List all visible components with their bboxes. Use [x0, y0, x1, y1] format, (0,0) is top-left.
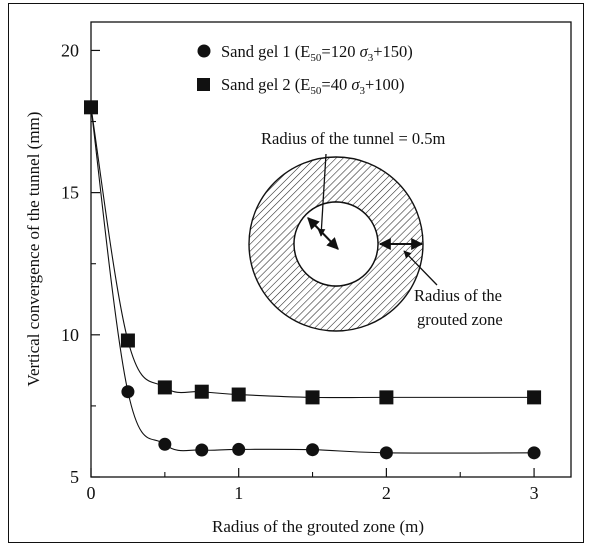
data-point-sand-gel-1 [306, 443, 320, 457]
y-axis: 5 10 15 20 [61, 40, 100, 487]
annotation-tunnel-radius: Radius of the tunnel = 0.5m [261, 129, 446, 148]
annotation-grouted-leader [403, 250, 438, 286]
y-tick-label: 5 [70, 467, 79, 487]
data-point-sand-gel-2 [84, 100, 98, 115]
data-point-sand-gel-1 [121, 385, 135, 399]
data-point-sand-gel-2 [379, 390, 394, 405]
data-point-sand-gel-2 [157, 380, 172, 395]
x-tick-label: 3 [530, 483, 539, 503]
x-tick-label: 1 [234, 483, 243, 503]
legend-marker-sand-gel-2 [197, 78, 210, 91]
x-axis: 0 1 2 3 [87, 468, 539, 503]
data-point-sand-gel-2 [231, 387, 246, 402]
figure-frame: 0 1 2 3 5 10 15 20 Radius of the grouted zone … [8, 3, 584, 543]
data-point-sand-gel-1 [232, 442, 246, 456]
y-tick-label: 20 [61, 40, 79, 60]
x-axis-label: Radius of the grouted zone (m) [212, 517, 424, 536]
legend-label-sand-gel-1: Sand gel 1 (E50=120 σ3+150) [221, 42, 413, 64]
data-point-sand-gel-2 [527, 390, 542, 405]
chart: 0 1 2 3 5 10 15 20 Radius of the grouted zone … [24, 21, 572, 536]
x-tick-label: 0 [87, 483, 96, 503]
legend-marker-sand-gel-1 [197, 44, 211, 58]
data-point-sand-gel-2 [194, 384, 209, 399]
tunnel-radius-arrow [307, 217, 339, 250]
data-point-sand-gel-1 [527, 446, 541, 460]
legend-label-sand-gel-2: Sand gel 2 (E50=40 σ3+100) [221, 75, 405, 97]
data-point-sand-gel-2 [305, 390, 320, 405]
data-point-sand-gel-2 [120, 333, 135, 348]
y-axis-label: Vertical convergence of the tunnel (mm) [24, 112, 43, 387]
legend: Sand gel 1 (E50=120 σ3+150) Sand gel 2 (… [197, 42, 413, 97]
annotation-grouted-radius-line2: grouted zone [417, 310, 503, 329]
data-point-sand-gel-1 [195, 443, 209, 457]
x-tick-label: 2 [382, 483, 391, 503]
data-point-sand-gel-1 [158, 437, 172, 451]
series-layer [84, 100, 542, 460]
tunnel-diagram: Radius of the tunnel = 0.5m Radius of th… [248, 129, 503, 332]
data-point-sand-gel-1 [379, 446, 393, 460]
y-tick-label: 10 [61, 325, 79, 345]
plot-area [90, 21, 572, 478]
y-tick-label: 15 [61, 183, 79, 203]
tunnel-opening [293, 201, 379, 287]
annotation-grouted-radius-line1: Radius of the [414, 286, 502, 305]
